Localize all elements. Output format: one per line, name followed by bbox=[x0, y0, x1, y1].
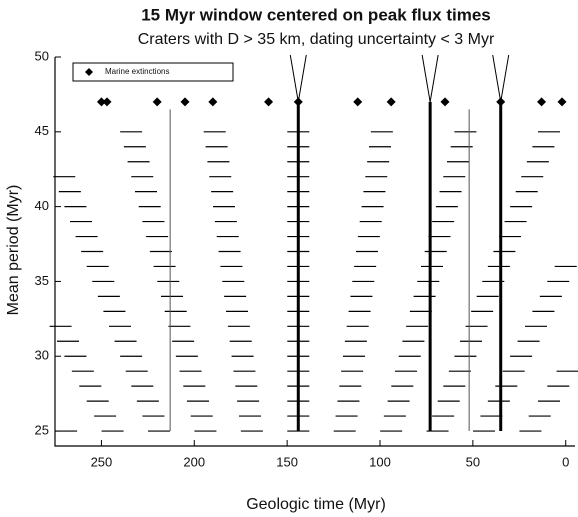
extinction-marker bbox=[537, 97, 547, 107]
extinction-marker bbox=[386, 97, 396, 107]
y-tick-label: 50 bbox=[35, 48, 49, 63]
x-tick-label: 250 bbox=[91, 454, 113, 469]
x-tick-label: 200 bbox=[183, 454, 205, 469]
legend-marker bbox=[85, 68, 93, 76]
extinction-marker bbox=[208, 97, 218, 107]
legend-box bbox=[72, 62, 234, 82]
extinction-marker bbox=[557, 97, 567, 107]
peak-fan bbox=[289, 54, 307, 102]
y-tick-label: 25 bbox=[35, 422, 49, 437]
y-tick-label: 40 bbox=[35, 198, 49, 213]
extinction-marker bbox=[293, 97, 303, 107]
plot-frame bbox=[54, 57, 575, 447]
y-tick-label: 45 bbox=[35, 123, 49, 138]
x-tick-label: 50 bbox=[466, 454, 480, 469]
chart-title: 15 Myr window centered on peak flux time… bbox=[141, 5, 491, 24]
peak-fan bbox=[421, 54, 439, 102]
extinction-marker bbox=[152, 97, 162, 107]
y-axis-label: Mean period (Myr) bbox=[5, 185, 22, 316]
y-tick-label: 35 bbox=[35, 273, 49, 288]
extinction-marker bbox=[496, 97, 506, 107]
x-tick-label: 100 bbox=[369, 454, 391, 469]
extinction-marker bbox=[440, 97, 450, 107]
extinction-marker bbox=[353, 97, 363, 107]
extinction-marker bbox=[264, 97, 274, 107]
peak-fan bbox=[492, 54, 510, 102]
y-tick-label: 30 bbox=[35, 348, 49, 363]
chart-subtitle: Craters with D > 35 km, dating uncertain… bbox=[138, 31, 495, 48]
x-tick-label: 150 bbox=[276, 454, 298, 469]
legend-label: Marine extinctions bbox=[105, 67, 169, 76]
extinction-marker bbox=[102, 97, 112, 107]
extinction-marker bbox=[96, 97, 106, 107]
x-tick-label: 0 bbox=[562, 454, 569, 469]
x-axis-label: Geologic time (Myr) bbox=[246, 496, 386, 513]
extinction-marker bbox=[180, 97, 190, 107]
